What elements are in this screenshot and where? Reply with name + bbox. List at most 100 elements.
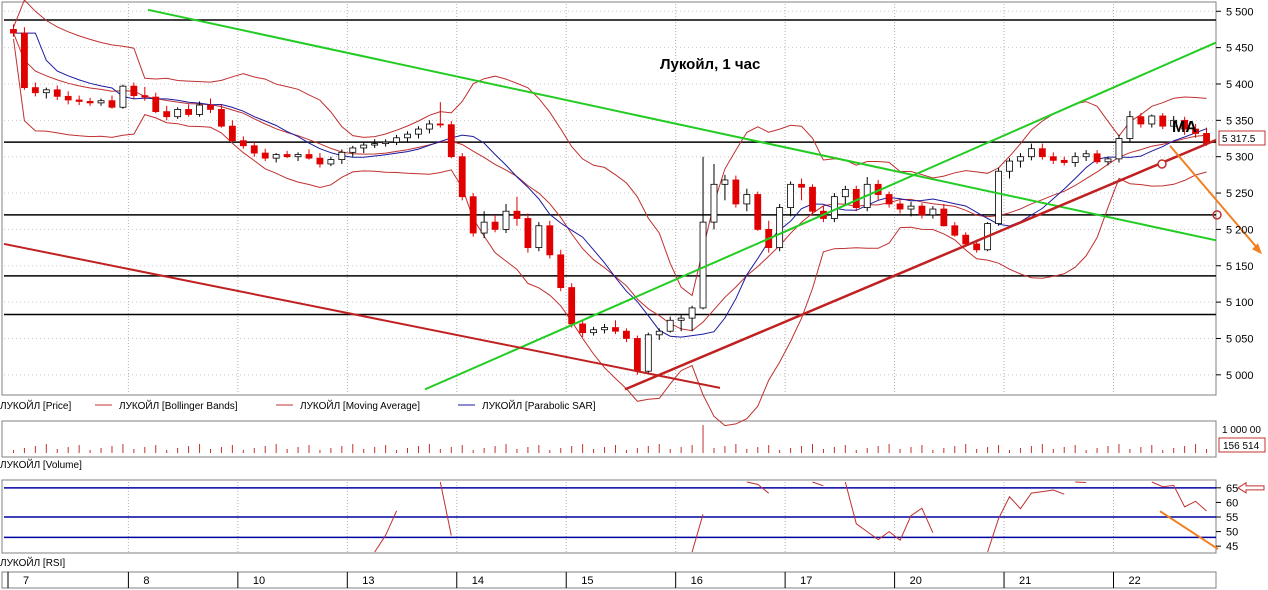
candle-body xyxy=(1060,159,1068,163)
rsi-tick-label: 45 xyxy=(1226,541,1238,553)
candle-body xyxy=(754,194,762,230)
price-tick-label: 5 050 xyxy=(1226,333,1254,345)
candle-body xyxy=(677,317,685,321)
price-tick-label: 5 000 xyxy=(1226,370,1254,382)
candle-body xyxy=(1006,160,1013,172)
candle-body xyxy=(1126,116,1134,139)
chart-title: Лукойл, 1 час xyxy=(660,56,760,73)
candle-body xyxy=(787,183,795,208)
candle-body xyxy=(86,101,94,104)
candle-body xyxy=(393,137,400,143)
legend-price: ЛУКОЙЛ [Price] xyxy=(0,399,71,412)
candle-body xyxy=(31,87,39,94)
candle-body xyxy=(1170,119,1178,127)
candle-body xyxy=(458,156,466,198)
candle-body xyxy=(42,89,50,94)
candle-body xyxy=(1104,158,1112,163)
volume-panel xyxy=(1,420,1217,458)
candle-body xyxy=(196,104,203,115)
day-label: 17 xyxy=(800,575,812,587)
candle-body xyxy=(415,128,422,135)
candle-body xyxy=(973,243,981,251)
price-tick-label: 5 250 xyxy=(1226,188,1254,200)
price-tick-label: 5 400 xyxy=(1226,79,1254,91)
candle-body xyxy=(283,154,291,158)
candle-body xyxy=(1159,115,1167,127)
candle-body xyxy=(568,287,576,325)
candle-body xyxy=(644,334,652,372)
candle-body xyxy=(404,133,411,139)
candle-body xyxy=(425,123,433,130)
candle-body xyxy=(1137,116,1145,125)
candle-body xyxy=(710,183,718,223)
last-price-box xyxy=(1218,130,1266,146)
candle-body xyxy=(1082,153,1090,158)
price-tick-label: 5 200 xyxy=(1226,224,1254,236)
candle-body xyxy=(261,152,269,159)
rsi-tick-label: 60 xyxy=(1226,497,1238,509)
red-support-line xyxy=(624,138,1217,391)
legend-sar: ЛУКОЙЛ [Parabolic SAR] xyxy=(482,399,596,412)
candle-body xyxy=(743,194,751,205)
day-labels: 7 8 10 13 14 15 16 17 20 21 22 xyxy=(7,572,1141,588)
candle-body xyxy=(1017,156,1024,162)
day-label: 10 xyxy=(253,575,265,587)
candle-body xyxy=(699,221,707,309)
ma-annotation: MA xyxy=(1172,119,1197,136)
trend-lines xyxy=(3,8,1262,391)
candle-body xyxy=(721,179,729,185)
candle-body xyxy=(239,140,247,147)
candle-body xyxy=(776,207,784,248)
day-label: 21 xyxy=(1019,575,1031,587)
rsi-tick-label: 55 xyxy=(1226,512,1238,524)
candle-body xyxy=(53,89,61,97)
rsi-tick-label: 50 xyxy=(1226,527,1238,539)
candle-body xyxy=(294,154,302,158)
candle-body xyxy=(809,186,816,212)
candle-body xyxy=(907,205,915,210)
legend-ma: ЛУКОЙЛ [Moving Average] xyxy=(300,399,420,412)
candle-body xyxy=(885,194,893,205)
axis-marker xyxy=(1212,210,1222,220)
rsi-level-arrow xyxy=(1237,481,1265,494)
candle-body xyxy=(732,179,740,205)
rsi-panel-label: ЛУКОЙЛ [RSI] xyxy=(0,556,65,569)
price-tick-label: 5 300 xyxy=(1226,152,1254,164)
candle-body xyxy=(75,99,83,102)
candle-body xyxy=(371,143,379,146)
candle-body xyxy=(119,85,127,108)
candle-body xyxy=(447,124,455,158)
candle-body xyxy=(1027,148,1035,158)
candle-body xyxy=(546,225,554,256)
candle-body xyxy=(896,203,904,210)
candle-body xyxy=(338,151,346,161)
candle-body xyxy=(1192,128,1199,134)
candle-body xyxy=(513,210,521,219)
day-label: 15 xyxy=(581,575,593,587)
rsi-line xyxy=(374,481,1207,553)
legend: ЛУКОЙЛ [Price] ЛУКОЙЛ [Bollinger Bands] … xyxy=(0,399,596,412)
rsi-plot: 65 60 55 50 45 xyxy=(4,481,1265,553)
candle-body xyxy=(174,109,182,118)
forecast-arrow xyxy=(1169,145,1261,252)
day-label: 20 xyxy=(910,575,922,587)
candle-body xyxy=(382,141,390,145)
candle-body xyxy=(524,218,532,248)
candle-body xyxy=(272,154,280,159)
candle-body xyxy=(64,95,72,101)
candle-body xyxy=(163,111,171,118)
candle-body xyxy=(130,85,138,97)
price-tick-label: 5 100 xyxy=(1226,297,1254,309)
candle-body xyxy=(841,189,849,198)
candle-body xyxy=(688,307,696,319)
candle-body xyxy=(1071,156,1079,163)
candle-body xyxy=(590,329,597,334)
candle-body xyxy=(623,330,630,339)
date-axis xyxy=(1,571,1217,589)
candle-body xyxy=(436,123,444,126)
day-label: 8 xyxy=(143,575,149,587)
candle-body xyxy=(349,147,357,153)
candle-body xyxy=(97,100,105,104)
candle-body xyxy=(327,159,335,165)
